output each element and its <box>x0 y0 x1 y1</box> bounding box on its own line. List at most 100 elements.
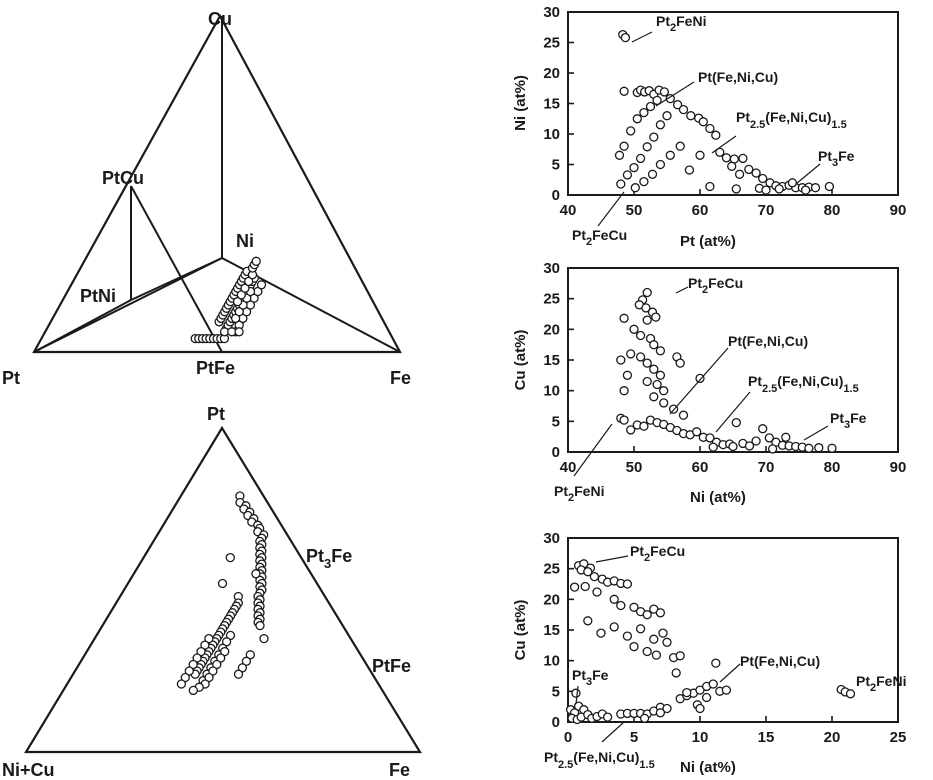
data-point <box>620 32 631 43</box>
leader-pt2fecu <box>597 191 625 227</box>
data-point <box>678 104 689 115</box>
leader-pt2feni <box>631 31 653 43</box>
apex-label-fe: Fe <box>390 368 411 388</box>
apex-label-nicu: Ni+Cu <box>2 760 55 780</box>
x-tick-label: 80 <box>824 202 841 219</box>
data-point <box>787 178 798 188</box>
annotation-pt2feni: Pt2FeNi <box>656 13 706 34</box>
data-point <box>649 132 659 142</box>
data-point <box>635 352 646 362</box>
data-point <box>659 386 669 396</box>
data-point <box>721 153 732 163</box>
data-point <box>758 424 768 434</box>
data-point <box>655 159 666 170</box>
data-point <box>711 658 721 668</box>
leader-pt-fe-ni-cu <box>719 663 741 683</box>
x-axis-title: Pt (at%) <box>680 233 736 250</box>
data-point <box>629 602 639 612</box>
ternary-bottom-points <box>176 491 269 696</box>
phase-label-ptfe: PtFe <box>372 656 411 676</box>
data-point <box>596 628 606 638</box>
y-tick-label: 15 <box>543 96 560 113</box>
data-point <box>711 130 721 140</box>
ternary-outline <box>24 425 422 754</box>
y-tick-label: 10 <box>543 126 560 143</box>
data-point <box>220 646 230 657</box>
leader-pt2feni <box>573 423 613 477</box>
data-point <box>632 114 642 124</box>
axis-ticks: 40 50 60 70 80 90 0 5 10 15 20 25 30 <box>543 260 906 476</box>
y-tick-label: 15 <box>543 352 560 369</box>
annotation-pt3fe: Pt3Fe <box>830 410 867 431</box>
data-point <box>234 327 244 337</box>
ternary-diagram-pt-nicu-fe: Pt Ni+Cu Fe Pt3Fe PtFe <box>2 404 422 780</box>
tie-line-pt-ni <box>33 257 223 353</box>
annotation-pt2fecu: Pt2FeCu <box>688 275 743 296</box>
data-point <box>641 303 651 313</box>
data-point <box>672 100 683 110</box>
data-point <box>655 370 666 380</box>
data-point <box>244 276 254 287</box>
phase-label-ptni: PtNi <box>80 286 116 306</box>
data-point <box>764 433 774 443</box>
data-point <box>686 111 696 121</box>
x-tick-label: 25 <box>890 729 907 746</box>
data-point <box>715 147 725 157</box>
x-axis-title: Ni (at%) <box>690 489 746 506</box>
data-point <box>758 173 768 184</box>
x-tick-label: 70 <box>758 202 775 219</box>
data-point <box>655 120 666 130</box>
x-tick-label: 80 <box>824 459 841 476</box>
data-point <box>705 123 715 134</box>
scatter-plot-ni-cu-low: 0 5 10 15 20 25 0 5 10 15 20 25 30 Ni (at%) Cu (at%)… <box>512 530 906 776</box>
data-point <box>695 703 705 714</box>
data-point <box>708 442 718 452</box>
phase-label-ptfe: PtFe <box>196 358 235 378</box>
data-points <box>616 287 837 454</box>
data-point <box>659 398 669 408</box>
data-point <box>744 441 755 451</box>
y-tick-label: 5 <box>552 413 560 430</box>
data-point <box>665 93 675 104</box>
data-point <box>602 712 613 722</box>
annotation-pt-fe-ni-cu: Pt(Fe,Ni,Cu) <box>698 69 778 85</box>
data-point <box>814 443 824 453</box>
data-point <box>241 656 252 666</box>
leader-pt2fecu <box>675 286 689 294</box>
data-point <box>642 315 652 325</box>
data-point <box>767 444 778 454</box>
data-point <box>619 415 629 425</box>
data-point <box>616 355 626 365</box>
ternary-outline <box>32 13 402 354</box>
data-point <box>651 650 662 660</box>
data-point <box>614 150 625 160</box>
data-point <box>583 567 593 577</box>
data-point <box>731 184 741 194</box>
data-point <box>635 330 646 341</box>
data-point <box>616 179 626 189</box>
data-point <box>639 421 649 431</box>
x-tick-label: 40 <box>560 202 577 219</box>
data-point <box>649 634 659 644</box>
apex-label-pt: Pt <box>207 404 225 424</box>
data-point <box>642 142 652 152</box>
data-point <box>800 185 811 195</box>
data-point <box>626 349 636 359</box>
data-point <box>622 370 633 380</box>
y-tick-label: 25 <box>543 35 560 52</box>
y-tick-label: 0 <box>552 187 560 204</box>
x-tick-label: 0 <box>564 729 572 746</box>
data-point <box>827 443 837 453</box>
data-point <box>651 312 661 322</box>
data-points <box>614 29 835 195</box>
data-point <box>671 668 681 678</box>
y-tick-label: 5 <box>552 683 560 700</box>
data-point <box>652 95 662 106</box>
data-point <box>804 443 814 453</box>
x-tick-label: 20 <box>824 729 841 746</box>
data-point <box>647 169 658 179</box>
leader-pt25 <box>601 721 625 743</box>
data-point <box>251 256 261 266</box>
apex-label-cu: Cu <box>208 9 232 29</box>
annotation-pt-fe-ni-cu: Pt(Fe,Ni,Cu) <box>740 653 820 669</box>
